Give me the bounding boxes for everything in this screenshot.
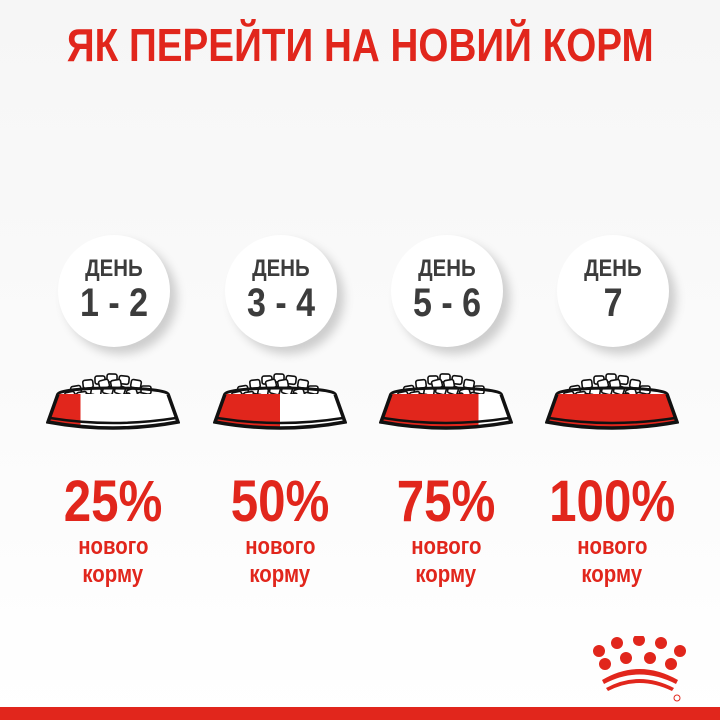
day-label: ДЕНЬ — [85, 255, 143, 282]
caption-line-1: нового — [244, 533, 316, 560]
percent-value: 50% — [230, 469, 330, 534]
caption-line-2: корму — [249, 561, 311, 588]
food-bowl-icon — [213, 373, 347, 430]
day-label: ДЕНЬ — [252, 255, 310, 282]
day-range: 5 - 6 — [412, 281, 482, 325]
royal-canin-crown-logo — [593, 636, 686, 702]
caption-line-2: корму — [415, 561, 477, 588]
day-range: 3 - 4 — [246, 281, 316, 325]
caption-line-2: корму — [581, 561, 643, 588]
percent-value: 75% — [396, 469, 496, 534]
percent-value: 100% — [548, 469, 676, 534]
food-bowl-icon — [545, 373, 679, 430]
day-circle: ДЕНЬ 5 - 6 — [391, 235, 503, 347]
caption-line-2: корму — [82, 561, 144, 588]
food-bowl-icon — [46, 373, 180, 430]
caption-line-1: нового — [77, 533, 149, 560]
day-label: ДЕНЬ — [584, 255, 642, 282]
percent-value: 25% — [63, 469, 163, 534]
day-label: ДЕНЬ — [418, 255, 476, 282]
bottom-bar — [0, 707, 720, 720]
caption-line-1: нового — [410, 533, 482, 560]
page-title: ЯК ПЕРЕЙТИ НА НОВИЙ КОРМ — [66, 19, 654, 71]
food-bowl-icon — [379, 373, 513, 430]
day-circle: ДЕНЬ 7 — [557, 235, 669, 347]
day-circle: ДЕНЬ 1 - 2 — [58, 235, 170, 347]
day-circle: ДЕНЬ 3 - 4 — [225, 235, 337, 347]
day-range: 7 — [603, 281, 623, 325]
day-range: 1 - 2 — [79, 281, 149, 325]
caption-line-1: нового — [576, 533, 648, 560]
